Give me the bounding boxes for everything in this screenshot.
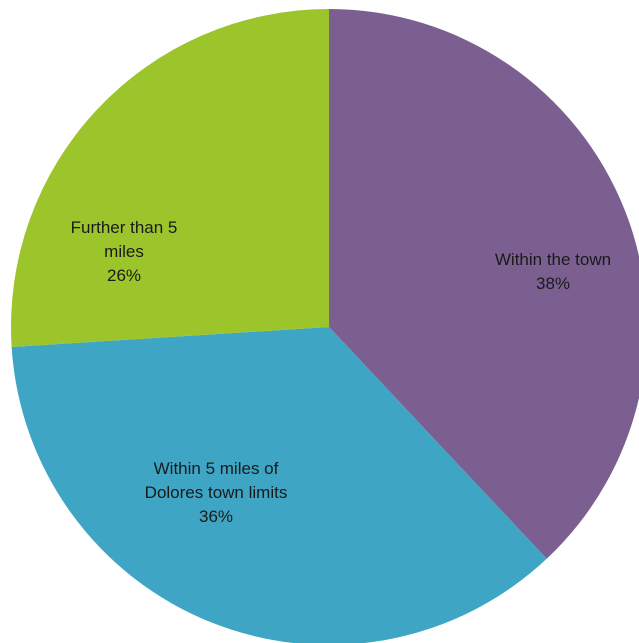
slice-category-label: Within 5 miles of (154, 459, 279, 478)
slice-category-label: Dolores town limits (145, 483, 288, 502)
slice-category-label: miles (104, 242, 144, 261)
slice-value-label: 26% (107, 266, 141, 285)
pie-slice-1 (329, 9, 639, 559)
pie-slice-2 (11, 327, 547, 643)
slice-label-group-1: Within the town 38% (495, 250, 611, 293)
slice-label-group-2: Within 5 miles of Dolores town limits 36% (145, 459, 288, 526)
slice-category-label: Within the town (495, 250, 611, 269)
slice-value-label: 36% (199, 507, 233, 526)
slice-category-label: Further than 5 (71, 218, 178, 237)
pie-slice-3 (11, 9, 329, 347)
slice-label-group-3: Further than 5 miles 26% (71, 218, 178, 285)
slice-value-label: 38% (536, 274, 570, 293)
